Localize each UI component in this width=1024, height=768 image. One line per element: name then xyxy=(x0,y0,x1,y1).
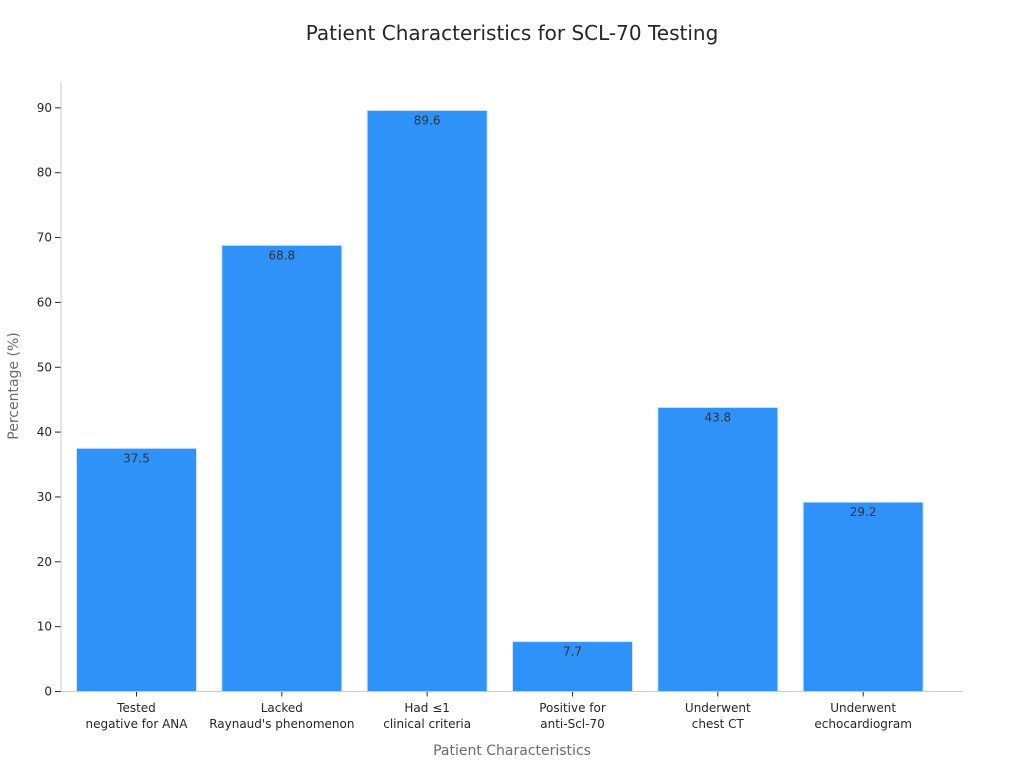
x-tick-label-line: Underwent xyxy=(830,701,896,715)
y-axis-title: Percentage (%) xyxy=(6,332,22,439)
x-tick-label-line: Tested xyxy=(116,701,156,715)
x-tick-label-line: clinical criteria xyxy=(383,717,471,731)
y-tick-labels: 0 10 20 30 40 50 60 70 80 90 xyxy=(37,101,61,699)
x-tick-label-line: Underwent xyxy=(685,701,751,715)
value-labels: 37.5 68.8 89.6 7.7 43.8 29.2 xyxy=(123,113,876,658)
x-tick-label-line: chest CT xyxy=(692,717,745,731)
y-tick-label: 0 xyxy=(44,685,52,699)
x-tick-label: Underwent echocardiogram xyxy=(814,701,912,731)
x-tick-label-line: Had ≤1 xyxy=(404,701,450,715)
y-tick-label: 50 xyxy=(37,360,52,374)
y-tick-label: 60 xyxy=(37,295,52,309)
bar-value-label: 7.7 xyxy=(563,645,582,659)
bar xyxy=(76,447,197,692)
x-tick-label-line: anti-Scl-70 xyxy=(540,717,604,731)
x-tick-label: Underwent chest CT xyxy=(685,701,751,731)
x-tick-label-line: Positive for xyxy=(539,701,606,715)
y-tick-label: 80 xyxy=(37,166,52,180)
y-tick-label: 90 xyxy=(37,101,52,115)
bar xyxy=(802,501,924,692)
x-tick-label: Tested negative for ANA xyxy=(85,701,188,731)
bar-value-label: 37.5 xyxy=(123,451,150,465)
y-tick-label: 10 xyxy=(37,620,52,634)
y-tick-label: 40 xyxy=(37,425,52,439)
x-tick-label: Had ≤1 clinical criteria xyxy=(383,701,471,731)
x-tick-label-line: negative for ANA xyxy=(85,717,188,731)
bar xyxy=(657,406,779,692)
bar-value-label: 29.2 xyxy=(850,505,877,519)
x-tick-label: Positive for anti-Scl-70 xyxy=(539,701,606,731)
bar-value-label: 89.6 xyxy=(414,113,441,127)
bar xyxy=(366,109,488,693)
y-tick-label: 70 xyxy=(37,231,52,245)
bars-group xyxy=(76,109,924,693)
x-tick-label-line: Raynaud's phenomenon xyxy=(209,717,354,731)
x-tick-label-line: Lacked xyxy=(261,701,303,715)
bar-value-label: 68.8 xyxy=(268,248,295,262)
x-tick-label: Lacked Raynaud's phenomenon xyxy=(209,701,354,731)
y-tick-label: 30 xyxy=(37,490,52,504)
x-tick-labels: Tested negative for ANA Lacked Raynaud's ph… xyxy=(85,691,912,731)
x-axis-title: Patient Characteristics xyxy=(433,743,591,759)
x-tick-label-line: echocardiogram xyxy=(814,717,912,731)
bar xyxy=(512,641,633,692)
chart-title: Patient Characteristics for SCL-70 Testi… xyxy=(306,21,719,45)
bar-value-label: 43.8 xyxy=(704,410,731,424)
bar xyxy=(221,244,343,692)
y-tick-label: 20 xyxy=(37,555,52,569)
